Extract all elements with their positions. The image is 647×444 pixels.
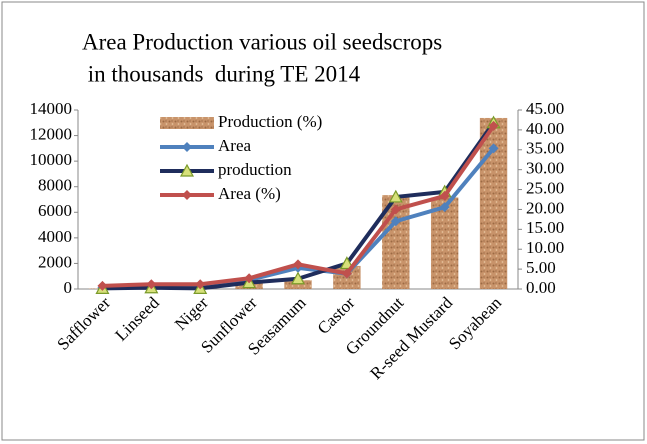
y2-tick-label: 20.00 [526, 198, 564, 217]
legend-label: Area (%) [218, 184, 281, 203]
bar [284, 280, 312, 289]
legend-marker [182, 190, 192, 200]
chart-title: in thousands during TE 2014 [82, 61, 361, 86]
point [439, 190, 450, 201]
legend-label: production [218, 160, 292, 179]
point [439, 202, 450, 213]
legend-label: Area [218, 136, 251, 155]
legend-label: Production (%) [218, 112, 322, 131]
point [195, 279, 206, 290]
y-tick-label: 10000 [30, 150, 73, 169]
y2-tick-label: 30.00 [526, 159, 564, 178]
point [290, 271, 306, 285]
y2-tick-label: 40.00 [526, 119, 564, 138]
chart-title: Area Production various oil seedscrops [82, 29, 442, 54]
y-tick-label: 4000 [38, 227, 72, 246]
y-tick-label: 0 [64, 278, 73, 297]
point [488, 120, 499, 131]
y2-tick-label: 5.00 [526, 258, 556, 277]
legend-swatch [160, 117, 214, 129]
y-tick-label: 6000 [38, 201, 72, 220]
point [244, 273, 255, 284]
y2-tick-label: 0.00 [526, 278, 556, 297]
point [388, 189, 403, 203]
point [293, 259, 303, 270]
point [390, 216, 401, 227]
point [146, 279, 157, 290]
y-tick-label: 2000 [38, 252, 72, 271]
y-tick-label: 14000 [30, 99, 73, 118]
point [488, 143, 499, 154]
bar [430, 197, 459, 289]
point [341, 268, 352, 279]
y2-tick-label: 35.00 [526, 139, 564, 158]
point [339, 256, 354, 270]
y-tick-label: 8000 [38, 176, 72, 195]
y2-tick-label: 25.00 [526, 178, 564, 197]
point [97, 280, 108, 291]
y2-tick-label: 15.00 [526, 218, 564, 237]
y-tick-label: 12000 [30, 124, 73, 143]
legend-marker [182, 142, 192, 152]
point [390, 204, 401, 215]
y2-tick-label: 45.00 [526, 99, 564, 118]
y2-tick-label: 10.00 [526, 238, 564, 257]
legend-marker [179, 163, 195, 177]
